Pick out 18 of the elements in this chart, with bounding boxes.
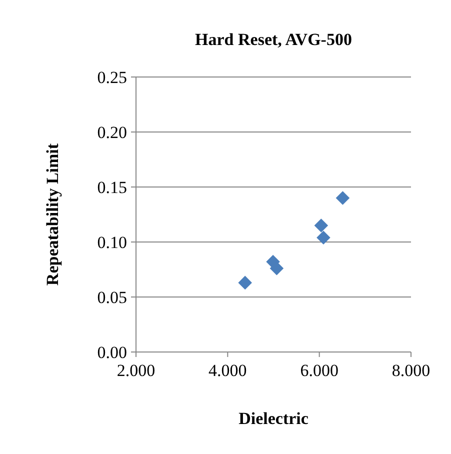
y-tick-label: 0.10 [97,232,127,252]
point [336,191,350,205]
chart-title: Hard Reset, AVG-500 [195,30,352,49]
y-tick-label: 0.00 [97,342,127,362]
x-tick-label: 8.000 [392,361,430,380]
y-tick-label: 0.15 [97,178,127,197]
x-tick-label: 4.000 [208,361,247,380]
y-tick-label: 0.20 [97,122,127,142]
y-tick-label: 0.05 [97,288,127,307]
y-tick-label: 0.25 [97,68,127,87]
x-tick-label: 6.000 [300,361,338,380]
x-tick-label: 2.000 [116,361,156,380]
point [316,230,330,244]
point [238,276,252,290]
point [314,218,328,232]
y-axis-title: Repeatability Limit [43,143,62,286]
x-axis-title: Dielectric [238,409,309,428]
point [270,262,284,276]
